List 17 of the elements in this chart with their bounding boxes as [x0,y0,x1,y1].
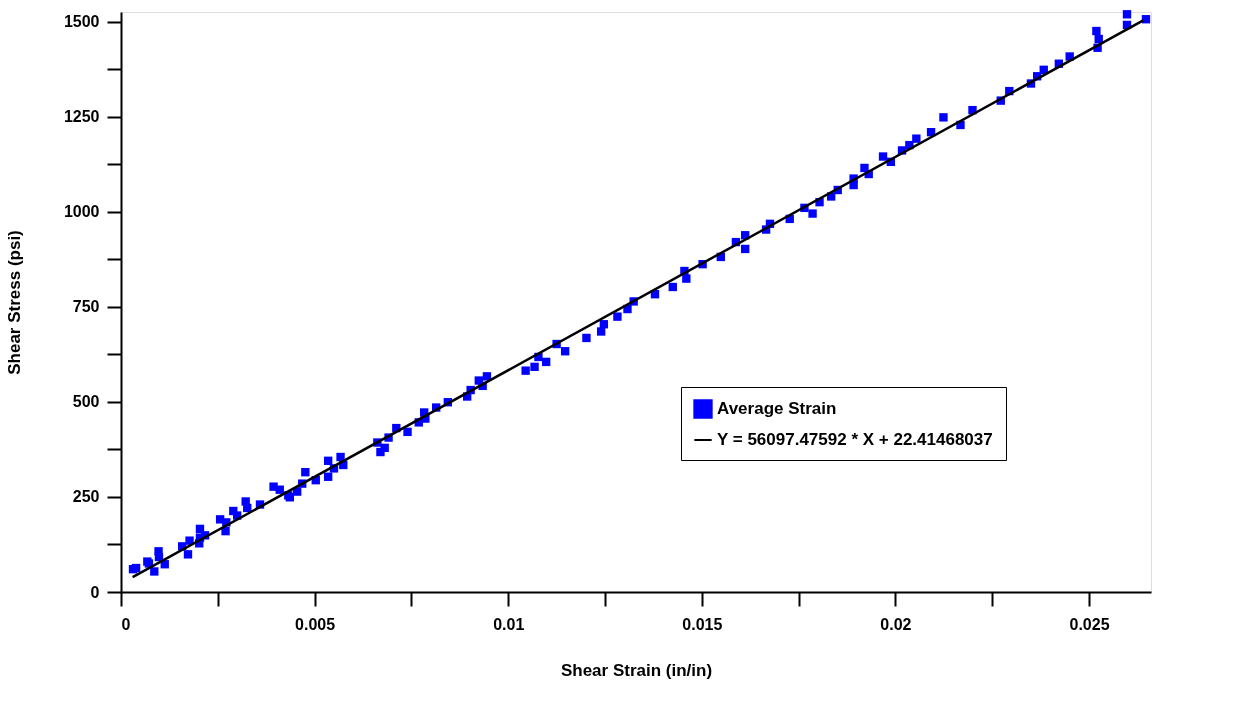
x-tick-label: 0 [121,615,131,633]
legend-label: Y = 56097.47592 * X + 22.41468037 [717,430,993,449]
x-tick-label: 0.005 [295,615,336,633]
y-tick-label: 1000 [63,203,100,221]
y-tick-label: 1500 [63,13,100,31]
y-tick-label: 0 [90,583,100,601]
x-tick-label: 0.025 [1069,615,1110,633]
y-tick-label: 250 [72,488,100,506]
legend-label: Average Strain [717,399,837,418]
y-axis-title: Shear Stress (psi) [4,230,24,375]
x-tick-label: 0.015 [682,615,723,633]
x-tick-label: 0.02 [880,615,912,633]
x-axis-title: Shear Strain (in/in) [560,660,713,680]
y-tick-label: 1250 [63,108,100,126]
y-tick-label: 500 [72,393,100,411]
x-tick-label: 0.01 [493,615,525,633]
y-tick-label: 750 [72,298,100,316]
